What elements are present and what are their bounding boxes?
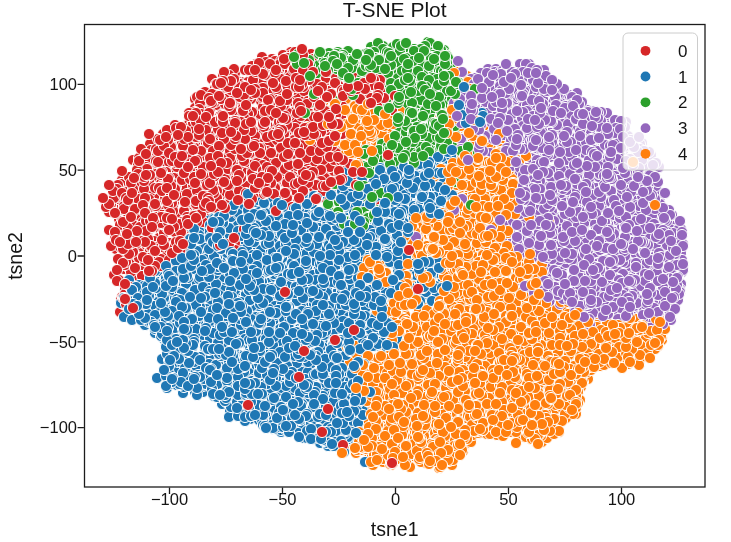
svg-text:4: 4	[678, 145, 687, 164]
svg-text:50: 50	[499, 490, 517, 508]
svg-text:T-SNE Plot: T-SNE Plot	[343, 0, 447, 21]
svg-text:0: 0	[391, 490, 400, 508]
svg-text:3: 3	[678, 119, 687, 138]
svg-text:2: 2	[678, 93, 687, 112]
svg-text:−100: −100	[40, 418, 77, 436]
svg-text:tsne2: tsne2	[4, 232, 26, 280]
svg-text:−50: −50	[269, 490, 297, 508]
svg-text:tsne1: tsne1	[371, 518, 419, 540]
svg-text:100: 100	[608, 490, 636, 508]
svg-text:0: 0	[678, 42, 687, 61]
svg-text:0: 0	[68, 247, 77, 265]
svg-text:−100: −100	[151, 490, 188, 508]
svg-text:1: 1	[678, 68, 687, 87]
svg-text:100: 100	[49, 75, 77, 93]
svg-text:50: 50	[59, 161, 77, 179]
svg-text:−50: −50	[49, 333, 77, 351]
